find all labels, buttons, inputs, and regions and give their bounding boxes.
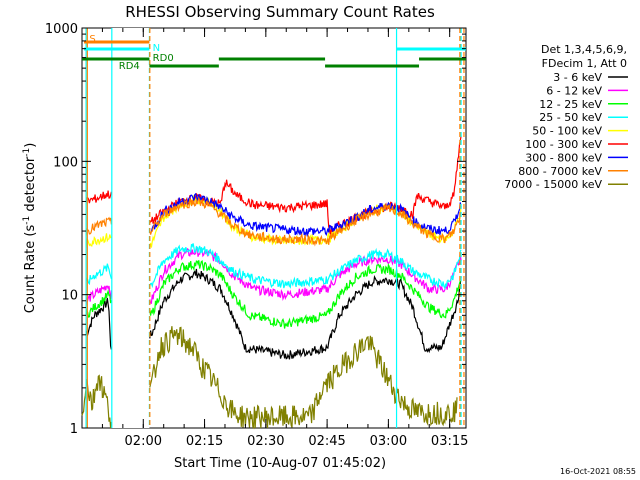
y-label-part-3: ) <box>23 143 38 148</box>
y-axis: 1 10 100 1000 <box>45 22 466 437</box>
legend: Det 1,3,4,5,6,9,FDecim 1, Att 03 - 6 keV… <box>504 43 628 191</box>
series-2 <box>85 260 462 329</box>
x-axis: 02:00 02:15 02:30 02:45 03:00 03:15 <box>101 28 468 449</box>
x-axis-label: Start Time (10-Aug-07 01:45:02) <box>174 456 386 471</box>
legend-label-4: 50 - 100 keV <box>532 125 602 138</box>
legend-label-8: 7000 - 15000 keV <box>504 178 602 191</box>
state-label-n: N <box>153 43 160 54</box>
legend-label-7: 800 - 7000 keV <box>518 165 602 178</box>
x-tick-label: 03:00 <box>370 434 407 449</box>
y-label-sup-2: -1 <box>22 148 32 157</box>
legend-label-2: 12 - 25 keV <box>539 98 602 111</box>
legend-label-3: 25 - 50 keV <box>539 111 602 124</box>
state-label-rd0: RD0 <box>153 53 174 64</box>
state-label-s: S <box>89 34 95 45</box>
x-tick-label: 02:45 <box>308 434 345 449</box>
x-tick-label: 02:00 <box>125 434 162 449</box>
x-tick-label: 03:15 <box>431 434 468 449</box>
y-tick-label: 1 <box>70 422 78 437</box>
legend-header-1: FDecim 1, Att 0 <box>542 57 627 70</box>
legend-label-5: 100 - 300 keV <box>525 138 602 151</box>
chart-title: RHESSI Observing Summary Count Rates <box>125 3 435 21</box>
y-label-sup-1: -1 <box>22 216 32 225</box>
data-gaps <box>111 28 150 428</box>
legend-label-0: 3 - 6 keV <box>553 71 602 84</box>
x-tick-label: 02:30 <box>247 434 284 449</box>
state-label-rd4: RD4 <box>119 61 140 72</box>
y-axis-label: Count Rate (s-1 detector-1) <box>22 143 38 314</box>
legend-label-6: 300 - 800 keV <box>525 151 602 164</box>
y-tick-label: 1000 <box>45 22 78 37</box>
legend-label-1: 6 - 12 keV <box>546 84 602 97</box>
series-3 <box>85 243 462 291</box>
series-0 <box>85 268 462 360</box>
plot-frame <box>81 27 467 429</box>
y-label-part-1: Count Rate (s <box>23 225 38 314</box>
x-tick-label: 02:15 <box>186 434 223 449</box>
footer-timestamp: 16-Oct-2021 08:55 <box>560 467 636 476</box>
gap-0 <box>111 28 150 428</box>
series-6 <box>150 192 462 237</box>
y-label-part-2: detector <box>23 156 38 216</box>
marker-lines <box>85 28 465 428</box>
y-tick-label: 100 <box>53 155 78 170</box>
y-tick-label: 10 <box>61 289 78 304</box>
series-7 <box>85 196 462 247</box>
legend-header-0: Det 1,3,4,5,6,9, <box>541 43 627 56</box>
